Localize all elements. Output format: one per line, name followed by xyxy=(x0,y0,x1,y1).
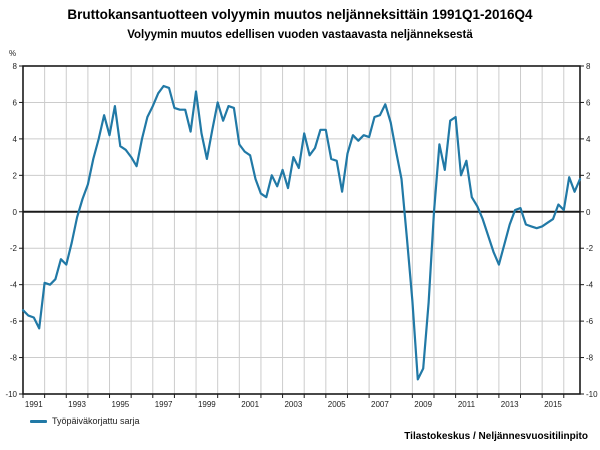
series-line xyxy=(21,84,582,381)
y-tick-label-right: 0 xyxy=(586,208,591,217)
y-tick-label-right: -6 xyxy=(586,317,594,326)
x-tick-label: 2015 xyxy=(544,400,562,409)
y-tick-label-left: 8 xyxy=(13,62,18,71)
y-tick-label-left: 4 xyxy=(13,135,18,144)
axis-tick-labels: 1991 1993 1995 1997 1999 2001 2003 2005 2007 2009… xyxy=(5,62,598,409)
legend-line-swatch xyxy=(30,419,47,423)
x-tick-label: 2001 xyxy=(241,400,259,409)
x-tick-label: 2003 xyxy=(284,400,302,409)
axes xyxy=(19,65,584,398)
y-tick-label-left: 0 xyxy=(13,208,18,217)
y-tick-label-right: -2 xyxy=(586,244,594,253)
x-tick-label: 1999 xyxy=(198,400,216,409)
y-tick-label-left: -10 xyxy=(5,390,17,399)
y-axis-unit-label: % xyxy=(9,49,17,58)
x-tick-label: 1995 xyxy=(111,400,129,409)
grid-lines xyxy=(23,66,580,394)
x-tick-label: 2009 xyxy=(414,400,432,409)
y-tick-label-right: 4 xyxy=(586,135,591,144)
y-tick-label-left: 2 xyxy=(13,171,18,180)
y-tick-label-left: -2 xyxy=(10,244,18,253)
legend-series-label: Työpäiväkorjattu sarja xyxy=(52,416,140,426)
y-tick-label-right: 6 xyxy=(586,98,591,107)
chart-title: Bruttokansantuotteen volyymin muutos nel… xyxy=(67,7,533,22)
y-tick-label-right: -10 xyxy=(586,390,598,399)
x-tick-label: 1993 xyxy=(68,400,86,409)
y-tick-label-left: -8 xyxy=(10,354,18,363)
y-tick-label-right: 2 xyxy=(586,171,591,180)
chart-subtitle: Volyymin muutos edellisen vuoden vastaav… xyxy=(127,29,473,41)
x-tick-label: 1997 xyxy=(155,400,173,409)
x-tick-label: 2005 xyxy=(328,400,346,409)
y-tick-label-right: 8 xyxy=(586,62,591,71)
y-tick-label-right: -4 xyxy=(586,281,594,290)
plot-frame xyxy=(22,65,581,395)
data-series xyxy=(21,84,582,381)
x-tick-label: 2011 xyxy=(458,400,476,409)
legend: Työpäiväkorjattu sarja xyxy=(30,416,140,426)
x-tick-label: 2013 xyxy=(501,400,519,409)
x-tick-label: 2007 xyxy=(371,400,389,409)
y-tick-label-left: 6 xyxy=(13,98,18,107)
y-tick-label-right: -8 xyxy=(586,354,594,363)
y-tick-label-left: -6 xyxy=(10,317,18,326)
y-tick-label-left: -4 xyxy=(10,281,18,290)
source-attribution: Tilastokeskus / Neljännesvuositilinpito xyxy=(404,431,588,442)
x-tick-label: 1991 xyxy=(25,400,43,409)
